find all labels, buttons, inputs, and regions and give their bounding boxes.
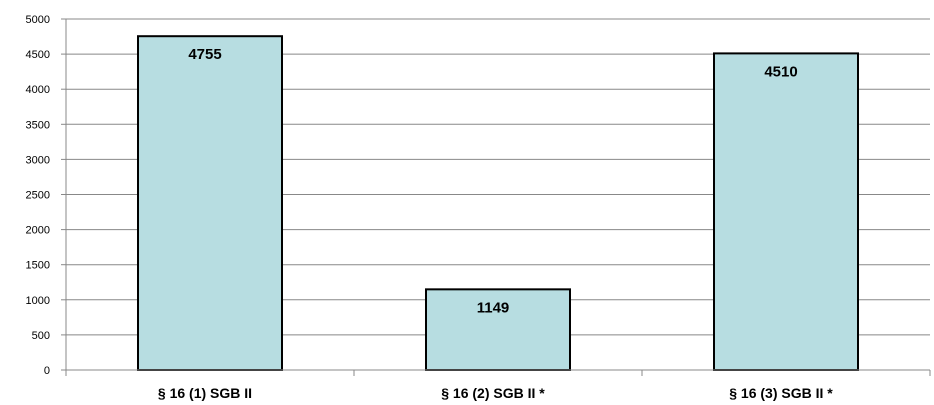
y-tick-label: 3000	[26, 154, 50, 166]
bar	[137, 35, 283, 371]
x-tick-label: § 16 (1) SGB II	[158, 385, 252, 401]
x-tick-label: § 16 (2) SGB II *	[441, 385, 545, 401]
y-tick-label: 5000	[26, 14, 50, 26]
y-axis-ticks: 0 500 1000 1500 2000 2500 3000 3500 4000 4500 5000	[26, 14, 66, 377]
y-tick-label: 3500	[26, 119, 50, 131]
bars	[137, 35, 859, 372]
y-tick-label: 2000	[26, 225, 50, 237]
y-tick-label: 0	[44, 365, 50, 377]
x-axis-ticks: § 16 (1) SGB II § 16 (2) SGB II * § 16 (3)…	[65, 370, 931, 401]
y-tick-label: 2500	[26, 190, 50, 202]
data-label: 1149	[477, 299, 510, 316]
y-tick-label: 1500	[26, 260, 50, 272]
axes	[65, 19, 930, 371]
y-tick-label: 4000	[26, 84, 50, 96]
y-tick-label: 1000	[26, 295, 50, 307]
data-label: 4510	[764, 63, 797, 80]
y-tick-label: 4500	[26, 49, 50, 61]
data-labels: 4755 1149 4510	[188, 46, 797, 316]
data-label: 4755	[188, 46, 221, 63]
bar	[425, 288, 571, 372]
x-tick-label: § 16 (3) SGB II *	[729, 385, 833, 401]
y-tick-label: 500	[32, 330, 50, 342]
bar	[713, 52, 859, 371]
